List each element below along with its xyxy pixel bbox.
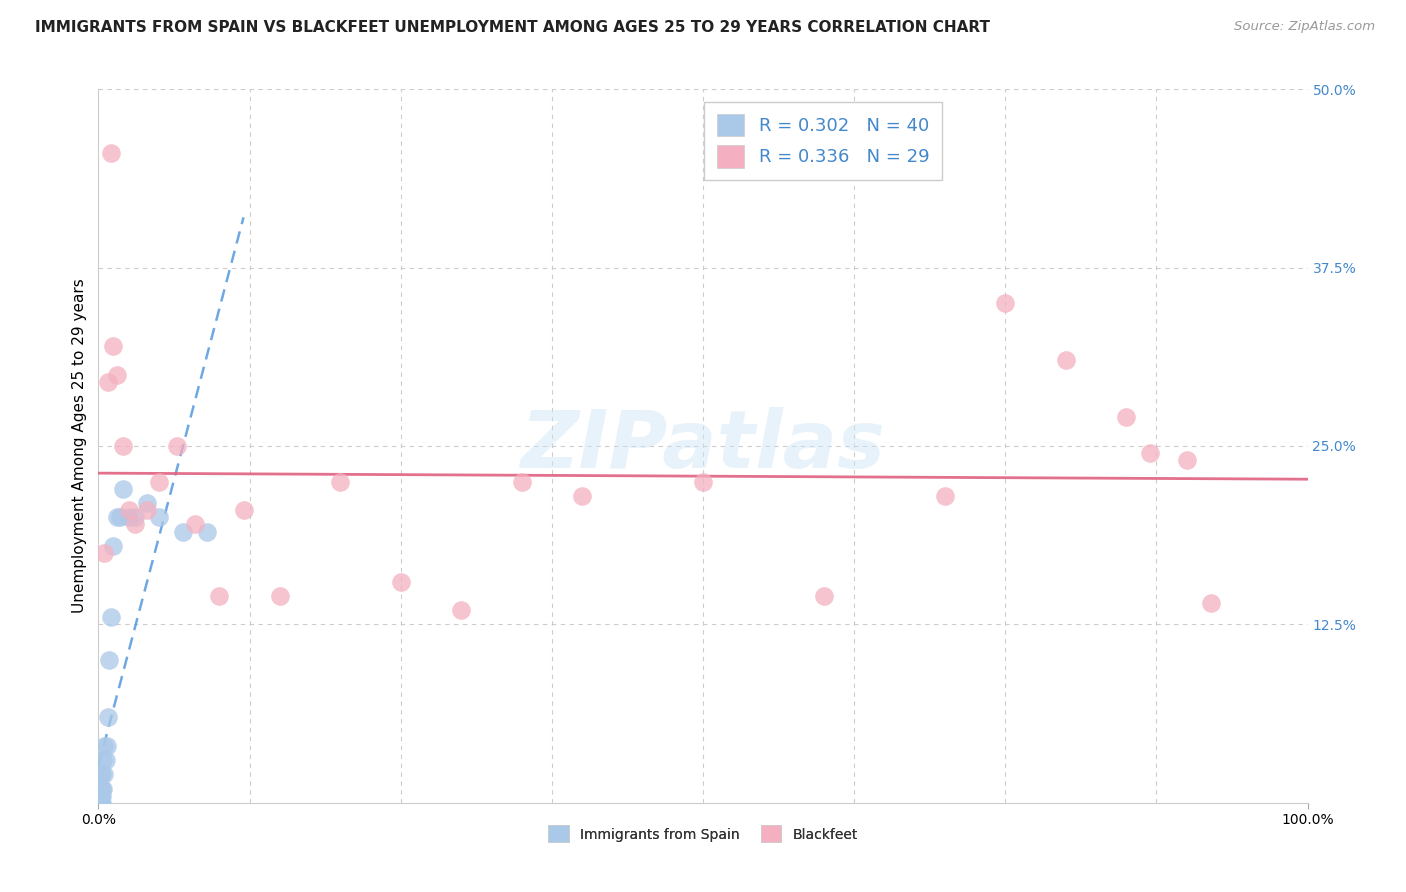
Point — [91, 781, 114, 796]
Point — [87, 796, 110, 810]
Point — [111, 439, 134, 453]
Point — [90, 767, 112, 781]
Point — [111, 482, 134, 496]
Point — [89, 796, 111, 810]
Point — [91, 796, 114, 810]
Point — [148, 475, 170, 489]
Point — [89, 789, 111, 803]
Point — [89, 796, 111, 810]
Point — [89, 796, 111, 810]
Point — [93, 739, 115, 753]
Point — [1175, 453, 1198, 467]
Point — [93, 546, 115, 560]
Point — [269, 589, 291, 603]
Point — [118, 510, 141, 524]
Point — [90, 796, 112, 810]
Point — [101, 339, 124, 353]
Point — [1115, 410, 1137, 425]
Point — [108, 510, 131, 524]
Point — [813, 589, 835, 603]
Point — [91, 753, 114, 767]
Point — [89, 796, 111, 810]
Legend: Immigrants from Spain, Blackfeet: Immigrants from Spain, Blackfeet — [541, 819, 865, 849]
Point — [692, 475, 714, 489]
Point — [195, 524, 218, 539]
Point — [135, 503, 157, 517]
Point — [90, 796, 112, 810]
Point — [91, 781, 114, 796]
Point — [98, 653, 121, 667]
Point — [172, 524, 194, 539]
Point — [100, 146, 122, 161]
Point — [89, 796, 111, 810]
Point — [91, 767, 114, 781]
Point — [89, 796, 111, 810]
Point — [93, 767, 115, 781]
Point — [510, 475, 533, 489]
Point — [166, 439, 188, 453]
Point — [90, 789, 112, 803]
Point — [1139, 446, 1161, 460]
Point — [97, 375, 120, 389]
Point — [1199, 596, 1222, 610]
Point — [105, 368, 128, 382]
Point — [101, 539, 124, 553]
Point — [184, 517, 207, 532]
Point — [90, 781, 112, 796]
Point — [89, 796, 111, 810]
Point — [87, 796, 110, 810]
Point — [329, 475, 352, 489]
Point — [389, 574, 412, 589]
Text: ZIPatlas: ZIPatlas — [520, 407, 886, 485]
Point — [94, 753, 117, 767]
Point — [148, 510, 170, 524]
Point — [232, 503, 254, 517]
Point — [934, 489, 956, 503]
Point — [124, 517, 146, 532]
Point — [105, 510, 128, 524]
Point — [118, 503, 141, 517]
Point — [100, 610, 122, 624]
Point — [87, 796, 110, 810]
Point — [124, 510, 146, 524]
Point — [97, 710, 120, 724]
Point — [1054, 353, 1077, 368]
Text: Source: ZipAtlas.com: Source: ZipAtlas.com — [1234, 20, 1375, 33]
Point — [96, 739, 118, 753]
Text: IMMIGRANTS FROM SPAIN VS BLACKFEET UNEMPLOYMENT AMONG AGES 25 TO 29 YEARS CORREL: IMMIGRANTS FROM SPAIN VS BLACKFEET UNEMP… — [35, 20, 990, 35]
Point — [91, 789, 114, 803]
Y-axis label: Unemployment Among Ages 25 to 29 years: Unemployment Among Ages 25 to 29 years — [72, 278, 87, 614]
Point — [208, 589, 231, 603]
Point — [571, 489, 593, 503]
Point — [450, 603, 472, 617]
Point — [994, 296, 1017, 310]
Point — [90, 796, 112, 810]
Point — [135, 496, 157, 510]
